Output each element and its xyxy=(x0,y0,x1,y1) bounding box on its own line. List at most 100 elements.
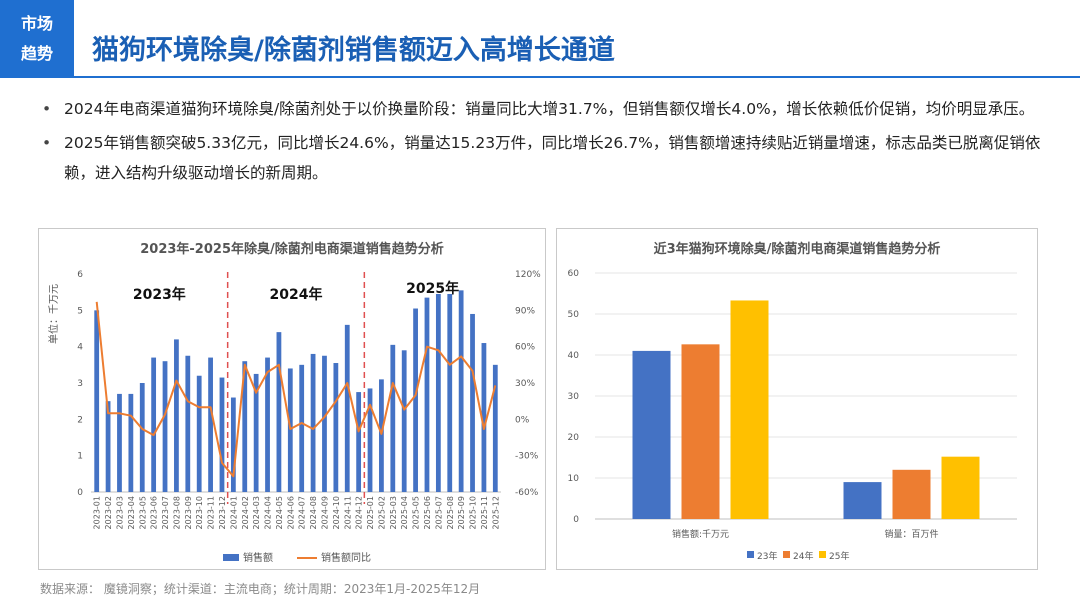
chart1-bar-sales xyxy=(413,308,418,492)
chart1-x-tick: 2024-07 xyxy=(298,496,307,529)
chart1-bar-sales xyxy=(253,373,259,492)
chart1-y-tick: 1 xyxy=(77,452,83,462)
chart1-line-yoy xyxy=(95,301,497,478)
chart1-x-tick: 2023-10 xyxy=(195,496,204,529)
summary-bullet-1: 2024年电商渠道猫狗环境除臭/除菌剂处于以价换量阶段：销量同比大增31.7%，… xyxy=(40,94,1050,124)
chart2-y-tick: 40 xyxy=(568,351,580,361)
chart1-bar-sales xyxy=(481,343,487,492)
monthly-trend-chart: 2023年-2025年除臭/除菌剂电商渠道销售趋势分析 单位：千万元 0 1 2 3 4… xyxy=(47,241,541,564)
chart1-bar-sales xyxy=(230,397,236,492)
summary-list: 2024年电商渠道猫狗环境除臭/除菌剂处于以价换量阶段：销量同比大增31.7%，… xyxy=(40,94,1050,192)
chart2-x-tick: 销售额:千万元 xyxy=(672,528,729,540)
chart1-x-tick: 2024-05 xyxy=(275,496,284,529)
chart1-x-tick: 2024-10 xyxy=(332,496,341,529)
chart1-x-tick: 2024-02 xyxy=(241,496,250,529)
chart2-y-tick: 50 xyxy=(568,310,580,320)
chart2-y-tick: 20 xyxy=(568,433,580,443)
chart1-bar-sales xyxy=(94,310,100,492)
chart1-x-tick: 2023-06 xyxy=(150,496,159,529)
data-source-note: 数据来源： 魔镜洞察；统计渠道：主流电商；统计周期：2023年1月-2025年1… xyxy=(40,582,481,596)
chart1-x-tick: 2025-02 xyxy=(377,496,386,529)
monthly-trend-chart-panel: 2023年-2025年除臭/除菌剂电商渠道销售趋势分析 单位：千万元 0 1 2 3 4… xyxy=(38,228,546,570)
chart1-x-tick: 2025-05 xyxy=(412,496,421,529)
chart1-bar-sales xyxy=(162,361,168,492)
chart1-x-tick: 2023-12 xyxy=(218,496,227,529)
summary-bullet-2: 2025年销售额突破5.33亿元，同比增长24.6%，销量达15.23万件，同比… xyxy=(40,128,1050,188)
chart1-bar-sales xyxy=(105,401,111,492)
chart1-x-tick: 2024-11 xyxy=(343,496,352,529)
chart1-bar-sales xyxy=(128,393,134,492)
chart1-bar-sales xyxy=(356,392,362,492)
section-tag: 市场 趋势 xyxy=(0,0,74,78)
chart1-x-tick: 2025-08 xyxy=(446,496,455,529)
chart1-year-label: 2024年 xyxy=(270,286,323,303)
chart1-x-tick: 2023-02 xyxy=(104,496,113,529)
chart2-legend-label: 24年 xyxy=(793,550,813,562)
chart1-x-tick: 2024-12 xyxy=(355,496,364,529)
chart1-bar-sales xyxy=(435,293,441,492)
chart1-bar-sales xyxy=(287,368,293,492)
chart1-y-tick: 3 xyxy=(77,379,83,389)
chart2-bar-25年 xyxy=(941,456,980,519)
chart1-x-tick: 2025-11 xyxy=(480,496,489,529)
chart1-x-tick: 2023-05 xyxy=(138,496,147,529)
chart2-bar-24年 xyxy=(681,344,720,519)
annual-comparison-chart-panel: 近3年猫狗环境除臭/除菌剂电商渠道销售趋势分析 0 10 20 30 40 50 60 销售… xyxy=(556,228,1038,570)
chart1-y2-tick: 60% xyxy=(515,343,535,353)
chart1-bar-sales xyxy=(470,313,475,492)
chart1-year-label: 2025年 xyxy=(406,280,459,297)
title-divider xyxy=(74,76,1080,78)
chart1-legend: 销售额 销售额同比 xyxy=(223,551,371,564)
chart1-bar-sales xyxy=(447,293,453,492)
chart1-bar-sales xyxy=(367,388,373,492)
chart1-bar-sales xyxy=(139,383,145,492)
chart1-y2-tick: 0% xyxy=(515,415,530,425)
chart2-title: 近3年猫狗环境除臭/除菌剂电商渠道销售趋势分析 xyxy=(654,241,941,257)
chart1-y2-tick: 90% xyxy=(515,306,535,316)
legend-label-yoy: 销售额同比 xyxy=(321,551,371,564)
chart1-bar-sales xyxy=(344,324,350,492)
chart1-x-tick: 2024-03 xyxy=(252,496,261,529)
chart1-bar-sales xyxy=(185,355,191,492)
chart1-x-tick: 2024-08 xyxy=(309,496,318,529)
chart2-legend-label: 25年 xyxy=(829,550,849,562)
chart1-x-tick: 2025-10 xyxy=(469,496,478,529)
chart2-bar-23年 xyxy=(843,482,882,519)
chart1-x-tick: 2023-01 xyxy=(93,496,102,529)
chart2-legend-swatch xyxy=(819,551,826,558)
chart1-x-tick: 2025-09 xyxy=(457,496,466,529)
chart1-x-tick: 2023-11 xyxy=(207,496,216,529)
chart1-y2-tick: -60% xyxy=(515,488,539,498)
chart1-x-tick: 2024-06 xyxy=(286,496,295,529)
chart1-bar-sales xyxy=(151,357,157,492)
chart2-legend-swatch xyxy=(783,551,790,558)
chart1-x-tick: 2025-01 xyxy=(366,496,375,529)
chart1-bar-sales xyxy=(322,355,327,492)
chart2-bar-25年 xyxy=(730,300,769,519)
chart2-bar-24年 xyxy=(892,469,931,519)
chart1-y-axis-label: 单位：千万元 xyxy=(47,284,60,344)
chart1-x-tick: 2024-04 xyxy=(264,496,273,529)
section-tag-line1: 市场 xyxy=(20,14,53,33)
legend-label-sales: 销售额 xyxy=(243,551,273,564)
chart1-bar-sales xyxy=(390,344,396,492)
chart1-bar-sales xyxy=(276,332,282,492)
chart1-bar-sales xyxy=(219,377,225,492)
chart1-x-tick: 2025-12 xyxy=(491,496,500,529)
chart1-x-tick: 2025-06 xyxy=(423,496,432,529)
chart1-x-tick: 2023-08 xyxy=(172,496,181,529)
chart2-x-tick: 销量：百万件 xyxy=(884,528,938,540)
page-title: 猫狗环境除臭/除菌剂销售额迈入高增长通道 xyxy=(92,35,615,66)
chart1-y-tick: 2 xyxy=(77,415,83,425)
chart2-y-tick: 10 xyxy=(568,474,580,484)
chart1-bar-sales xyxy=(299,364,305,492)
chart1-bar-sales xyxy=(424,297,430,492)
chart1-y-tick: 4 xyxy=(77,343,83,353)
chart1-bar-sales xyxy=(174,339,179,492)
chart1-bar-sales xyxy=(492,364,498,492)
chart2-legend-swatch xyxy=(747,551,754,558)
chart2-y-tick: 60 xyxy=(568,269,580,279)
chart1-x-tick: 2023-09 xyxy=(184,496,193,529)
chart1-y-tick: 6 xyxy=(77,270,83,280)
chart1-x-tick: 2025-03 xyxy=(389,496,398,529)
